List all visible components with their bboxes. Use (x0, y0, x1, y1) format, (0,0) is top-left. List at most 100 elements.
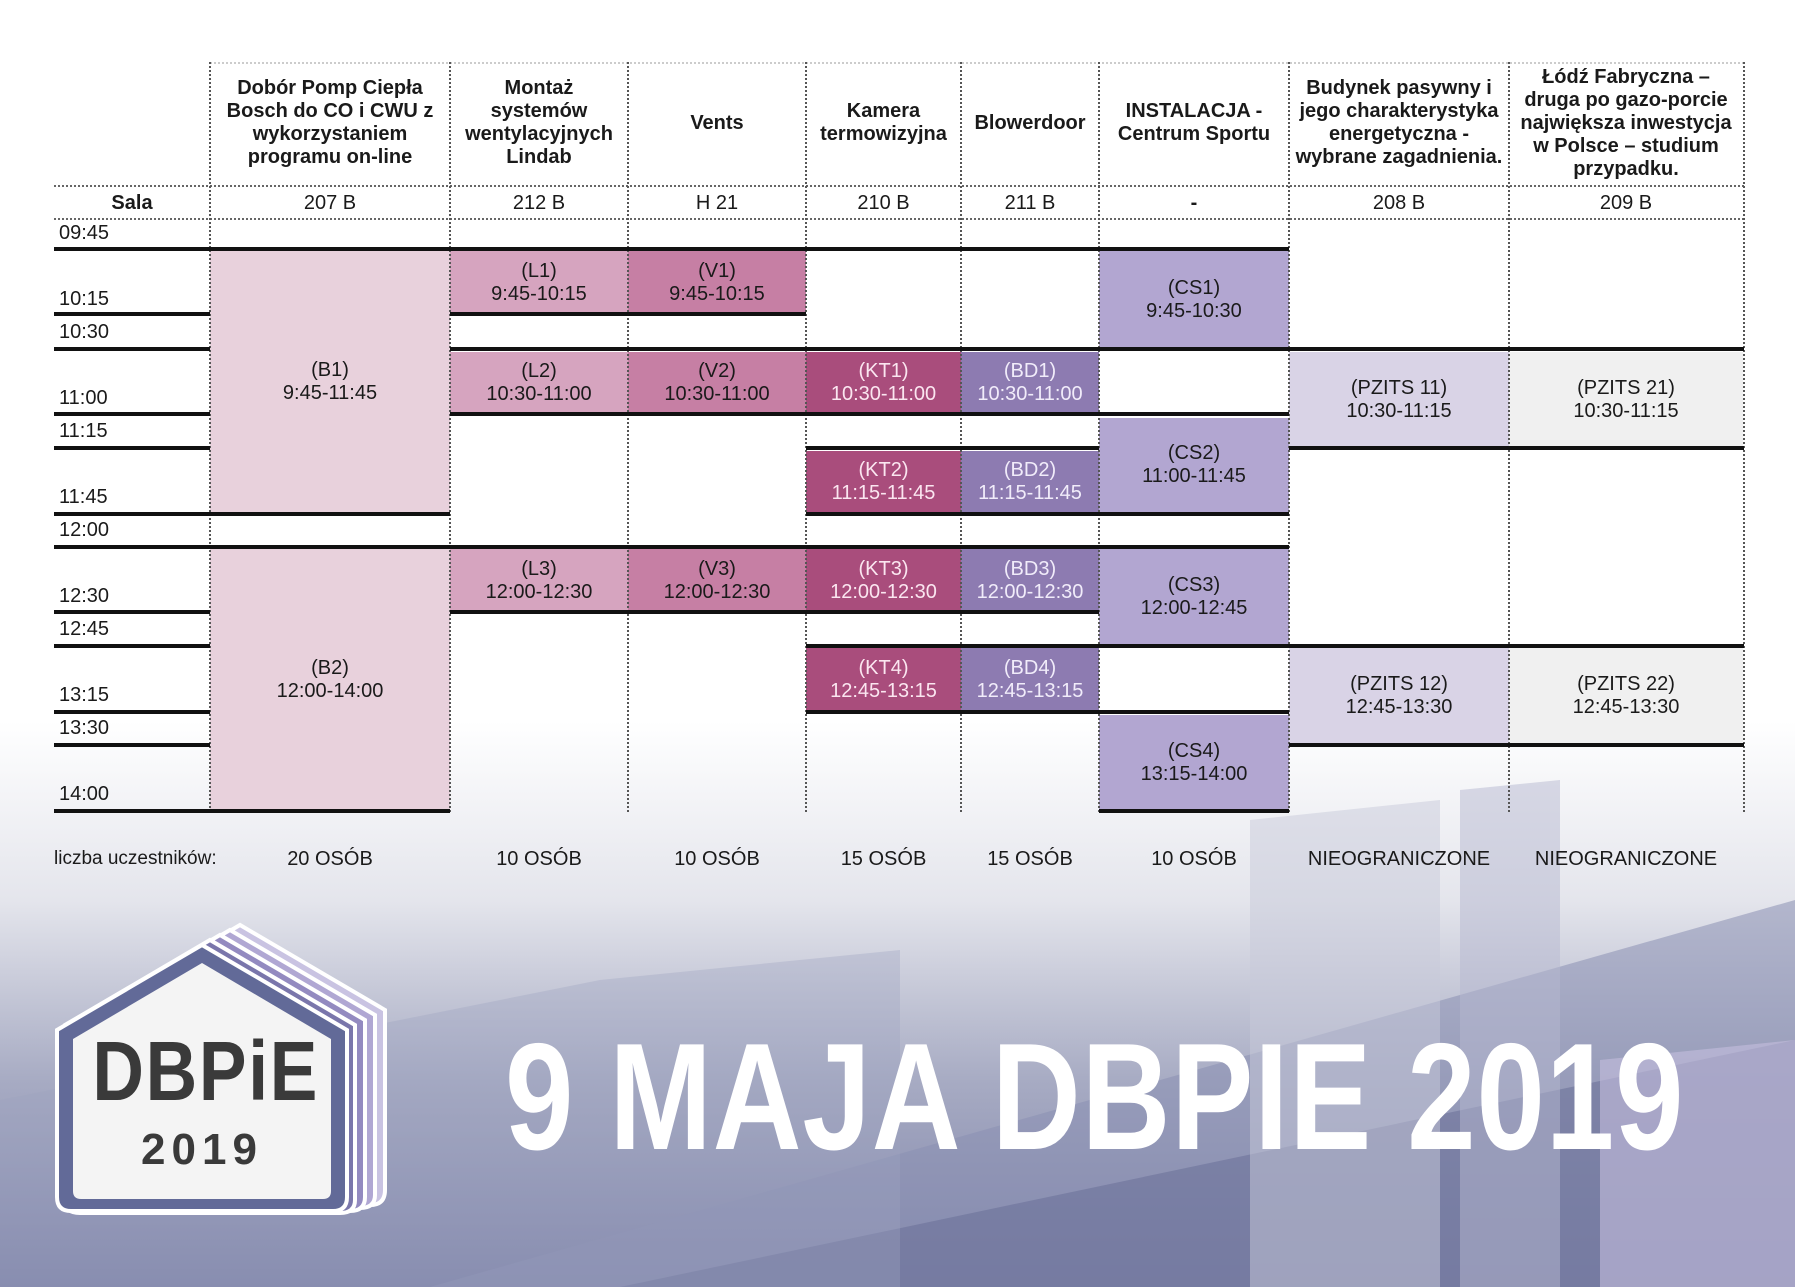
time-separator (806, 710, 1289, 714)
room-cell: H 21 (695, 191, 739, 214)
session-V2: (V2) 10:30-11:00 (628, 352, 806, 414)
session-CS1: (CS1) 9:45-10:30 (1099, 251, 1289, 348)
session-code: (KT3) (858, 557, 909, 580)
time-label: 12:45 (59, 618, 110, 640)
session-code: (CS2) (1167, 442, 1221, 464)
session-time: 10:30-11:15 (1346, 399, 1452, 422)
column-header-budynek: Budynek pasywny i jego charakterystyka e… (1295, 77, 1503, 168)
session-code: (KT4) (858, 656, 909, 679)
participants-count: 10 OSÓB (674, 848, 760, 870)
session-code: (V2) (698, 360, 736, 382)
column-header-kamera: Kamera termowizyjna (820, 100, 947, 145)
session-time: 12:00-12:45 (1140, 596, 1248, 619)
session-code: (V1) (698, 259, 736, 282)
session-time: 10:30-11:00 (977, 383, 1083, 405)
event-banner-title: 9 MAJA DBPIE 2019 (505, 1012, 1685, 1182)
time-separator (54, 644, 210, 648)
logo-year: 2019 (141, 1125, 263, 1174)
session-time: 10:30-11:00 (486, 383, 592, 405)
header-top-divider (210, 62, 1744, 64)
session-code: (PZITS 12) (1350, 673, 1448, 695)
participants-count: NIEOGRANICZONE (1307, 848, 1491, 870)
session-KT1: (KT1) 10:30-11:00 (806, 352, 961, 414)
session-code: (PZITS 21) (1577, 376, 1675, 399)
session-code: (CS3) (1167, 573, 1221, 596)
session-time: 9:45-11:45 (282, 381, 378, 404)
session-code: (B2) (311, 657, 349, 679)
session-time: 12:00-12:30 (830, 580, 937, 603)
time-separator (1289, 743, 1744, 747)
session-time: 11:15-11:45 (831, 481, 936, 504)
session-time: 12:45-13:15 (976, 679, 1084, 702)
session-time: 9:45-10:15 (491, 282, 587, 305)
session-code: (L2) (521, 360, 557, 382)
column-header-lindab: Montaż systemów wentylacyjnych Lindab (465, 77, 613, 168)
session-time: 13:15-14:00 (1140, 763, 1248, 785)
session-time: 9:45-10:15 (669, 282, 765, 305)
session-code: (CS4) (1167, 740, 1221, 762)
room-cell: 209 B (1599, 191, 1653, 214)
session-code: (BD4) (1003, 656, 1057, 679)
dbpie-logo: DBPiE 2019 (55, 915, 435, 1215)
time-separator (54, 446, 210, 450)
participants-count: 10 OSÓB (1151, 848, 1237, 870)
time-label: 11:15 (59, 420, 108, 442)
session-time: 12:00-12:30 (485, 580, 593, 603)
time-separator (1289, 446, 1744, 450)
session-KT2: (KT2) 11:15-11:45 (806, 451, 961, 512)
session-PZITS-12: (PZITS 12) 12:45-13:30 (1289, 648, 1509, 744)
time-separator (54, 545, 1289, 549)
session-code: (BD2) (1003, 458, 1057, 481)
room-cell: 212 B (512, 191, 566, 214)
room-cell: - (1190, 191, 1198, 214)
session-PZITS-22: (PZITS 22) 12:45-13:30 (1509, 648, 1743, 744)
session-B2: (B2) 12:00-14:00 (210, 549, 450, 811)
time-label: 10:15 (59, 288, 110, 310)
session-B1: (B1) 9:45-11:45 (210, 251, 450, 512)
session-code: (CS1) (1167, 276, 1221, 299)
time-separator (450, 412, 1289, 416)
grid-vline (209, 62, 211, 812)
participants-count: 15 OSÓB (840, 848, 927, 870)
session-BD3: (BD3) 12:00-12:30 (961, 549, 1099, 612)
logo-name: DBPiE (92, 1024, 320, 1118)
time-label: 14:00 (59, 783, 110, 805)
time-separator (806, 446, 1099, 450)
column-header-blowerdoor: Blowerdoor (974, 111, 1086, 134)
time-label: 13:30 (59, 717, 110, 739)
session-code: (B1) (311, 358, 349, 381)
time-label: 11:45 (59, 486, 108, 508)
session-KT4: (KT4) 12:45-13:15 (806, 648, 961, 711)
session-code: (KT1) (858, 360, 909, 382)
session-time: 9:45-10:30 (1146, 299, 1242, 322)
time-separator (54, 412, 210, 416)
house-logo-icon (55, 922, 387, 1215)
time-label: 12:00 (59, 519, 110, 541)
session-PZITS-21: (PZITS 21) 10:30-11:15 (1509, 352, 1743, 447)
time-separator (54, 512, 450, 516)
header-divider (54, 185, 1744, 187)
participants-count: NIEOGRANICZONE (1534, 848, 1718, 870)
time-separator (450, 347, 1744, 351)
session-code: (V3) (698, 557, 736, 580)
session-CS4: (CS4) 13:15-14:00 (1099, 715, 1289, 811)
session-time: 12:00-12:30 (976, 580, 1084, 603)
session-BD1: (BD1) 10:30-11:00 (961, 352, 1099, 414)
grid-vline (627, 62, 629, 812)
time-separator (806, 512, 1289, 516)
participants-count: 15 OSÓB (987, 848, 1073, 870)
session-code: (BD1) (1003, 360, 1057, 382)
session-L1: (L1) 9:45-10:15 (450, 251, 628, 314)
session-time: 11:15-11:45 (978, 481, 1082, 504)
time-separator (450, 610, 1099, 614)
session-time: 12:00-14:00 (276, 680, 384, 702)
session-CS3: (CS3) 12:00-12:45 (1099, 549, 1289, 644)
time-label: 10:30 (59, 321, 110, 343)
time-separator (54, 710, 210, 714)
session-time: 12:00-12:30 (663, 580, 771, 603)
grid-vline (1098, 62, 1100, 812)
time-separator (54, 743, 210, 747)
room-cell: 207 B (303, 191, 357, 214)
session-time: 11:00-11:45 (1142, 465, 1246, 487)
column-header-bosch: Dobór Pomp Ciepła Bosch do CO i CWU z wy… (226, 77, 434, 168)
